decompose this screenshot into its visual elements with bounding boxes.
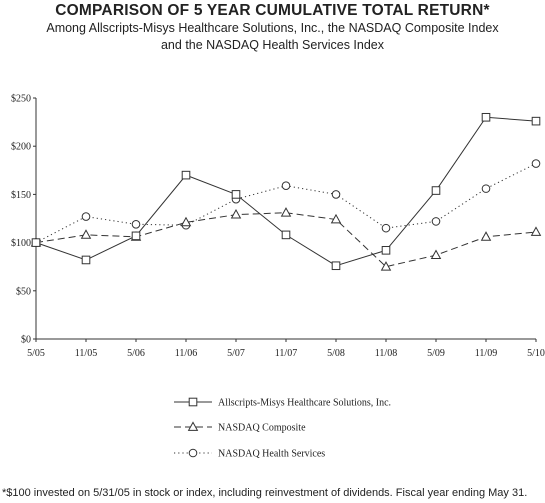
chart-axes bbox=[35, 98, 536, 340]
data-point bbox=[480, 231, 492, 241]
legend-marker bbox=[188, 448, 198, 458]
y-tick-label: $100 bbox=[11, 238, 31, 249]
data-point bbox=[180, 216, 192, 227]
y-axis-ticks: $0 $50 $100 $150 $200 $250 bbox=[11, 94, 36, 346]
data-point bbox=[381, 246, 391, 255]
data-point bbox=[331, 261, 341, 271]
chart-series bbox=[30, 112, 542, 271]
chart-subtitle-line-2: and the NASDAQ Health Services Index bbox=[160, 38, 385, 52]
x-axis-ticks: 5/05 11/05 5/06 11/06 5/07 11/07 5/08 11/08 5/09… bbox=[27, 339, 545, 359]
data-point bbox=[381, 223, 391, 233]
chart-legend: Allscripts-Misys Healthcare Solutions, I… bbox=[174, 398, 391, 460]
legend-item: Allscripts-Misys Healthcare Solutions, I… bbox=[174, 398, 391, 409]
data-point bbox=[530, 226, 542, 236]
data-point bbox=[80, 229, 92, 239]
data-point bbox=[280, 207, 292, 217]
x-tick-label: 11/08 bbox=[375, 348, 397, 359]
data-point bbox=[131, 231, 141, 241]
x-tick-label: 5/07 bbox=[227, 348, 245, 359]
y-tick-label: $0 bbox=[21, 335, 31, 346]
data-point bbox=[380, 261, 392, 271]
legend-label: NASDAQ Health Services bbox=[218, 449, 325, 460]
x-tick-label: 5/06 bbox=[127, 348, 145, 359]
y-tick-label: $250 bbox=[11, 94, 31, 105]
legend-item: NASDAQ Composite bbox=[174, 421, 306, 434]
data-point bbox=[531, 116, 541, 126]
chart-title: COMPARISON OF 5 YEAR CUMULATIVE TOTAL RE… bbox=[55, 2, 490, 19]
legend-marker bbox=[188, 397, 198, 407]
data-point bbox=[281, 181, 291, 191]
x-tick-label: 11/09 bbox=[475, 348, 497, 359]
x-tick-label: 5/09 bbox=[427, 348, 445, 359]
data-point bbox=[231, 190, 241, 199]
footnote: *$100 invested on 5/31/05 in stock or in… bbox=[2, 487, 528, 499]
series-line bbox=[35, 116, 537, 267]
data-point bbox=[131, 219, 141, 229]
chart-subtitle-line-1: Among Allscripts-Misys Healthcare Soluti… bbox=[46, 21, 499, 35]
x-tick-label: 5/05 bbox=[27, 348, 45, 359]
data-point bbox=[31, 238, 41, 247]
data-point bbox=[281, 230, 291, 240]
data-point bbox=[181, 170, 191, 180]
data-point bbox=[230, 209, 242, 219]
x-tick-label: 11/06 bbox=[175, 348, 197, 359]
data-point bbox=[481, 184, 491, 193]
data-point bbox=[81, 212, 91, 221]
x-tick-label: 11/07 bbox=[275, 348, 297, 359]
data-point bbox=[531, 159, 541, 168]
x-tick-label: 5/10 bbox=[527, 348, 545, 359]
x-tick-label: 11/05 bbox=[75, 348, 97, 359]
y-tick-label: $50 bbox=[16, 286, 31, 297]
legend-item: NASDAQ Health Services bbox=[174, 449, 325, 460]
legend-marker bbox=[187, 421, 199, 431]
data-point bbox=[430, 249, 442, 260]
x-tick-label: 5/08 bbox=[327, 348, 345, 359]
data-point bbox=[330, 213, 342, 224]
legend-label: NASDAQ Composite bbox=[218, 423, 306, 434]
data-point bbox=[431, 217, 441, 226]
y-tick-label: $150 bbox=[11, 190, 31, 201]
legend-label: Allscripts-Misys Healthcare Solutions, I… bbox=[218, 398, 391, 409]
data-point bbox=[331, 190, 341, 199]
series-line bbox=[35, 212, 537, 268]
series-square bbox=[31, 112, 541, 271]
data-point bbox=[431, 186, 441, 195]
y-tick-label: $200 bbox=[11, 142, 31, 153]
data-point bbox=[481, 112, 491, 122]
data-point bbox=[81, 255, 91, 265]
